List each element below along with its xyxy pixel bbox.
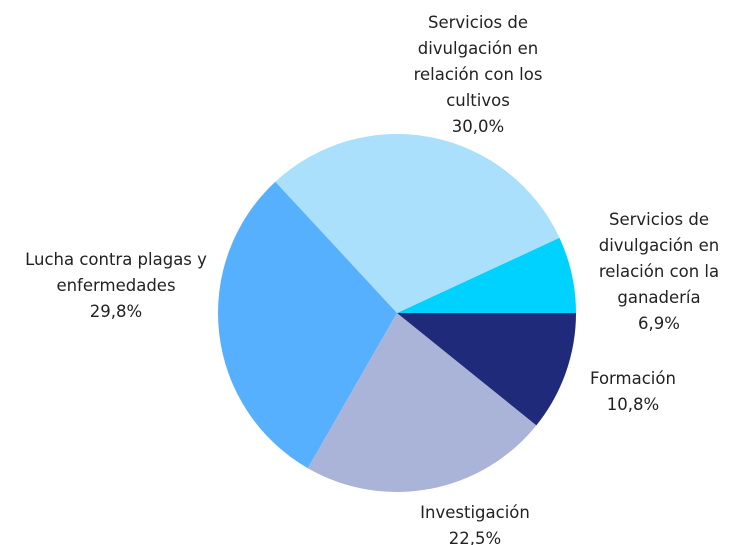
- slice-label: Investigación 22,5%: [380, 500, 570, 545]
- category-name: Formación: [590, 369, 676, 388]
- pie-slice: [397, 313, 576, 426]
- slice-label: Servicios de divulgación en relación con…: [388, 10, 568, 140]
- slice-label: Lucha contra plagas y enfermedades 29,8%: [10, 247, 222, 325]
- value-label: 6,9%: [638, 314, 680, 333]
- pie-slice: [217, 181, 397, 469]
- category-name: Servicios de divulgación en relación con…: [413, 13, 543, 110]
- value-label: 10,8%: [606, 395, 660, 414]
- pie-slice: [307, 313, 537, 492]
- slice-label: Formación 10,8%: [565, 366, 701, 418]
- category-name: Servicios de divulgación en relación con…: [598, 210, 720, 307]
- value-label: 30,0%: [451, 117, 505, 136]
- value-label: 22,5%: [448, 529, 502, 545]
- category-name: Lucha contra plagas y enfermedades: [25, 250, 207, 295]
- slice-label: Servicios de divulgación en relación con…: [586, 207, 732, 337]
- category-name: Investigación: [420, 503, 530, 522]
- pie-slice: [397, 237, 576, 313]
- value-label: 29,8%: [89, 302, 143, 321]
- pie-slice: [275, 134, 560, 313]
